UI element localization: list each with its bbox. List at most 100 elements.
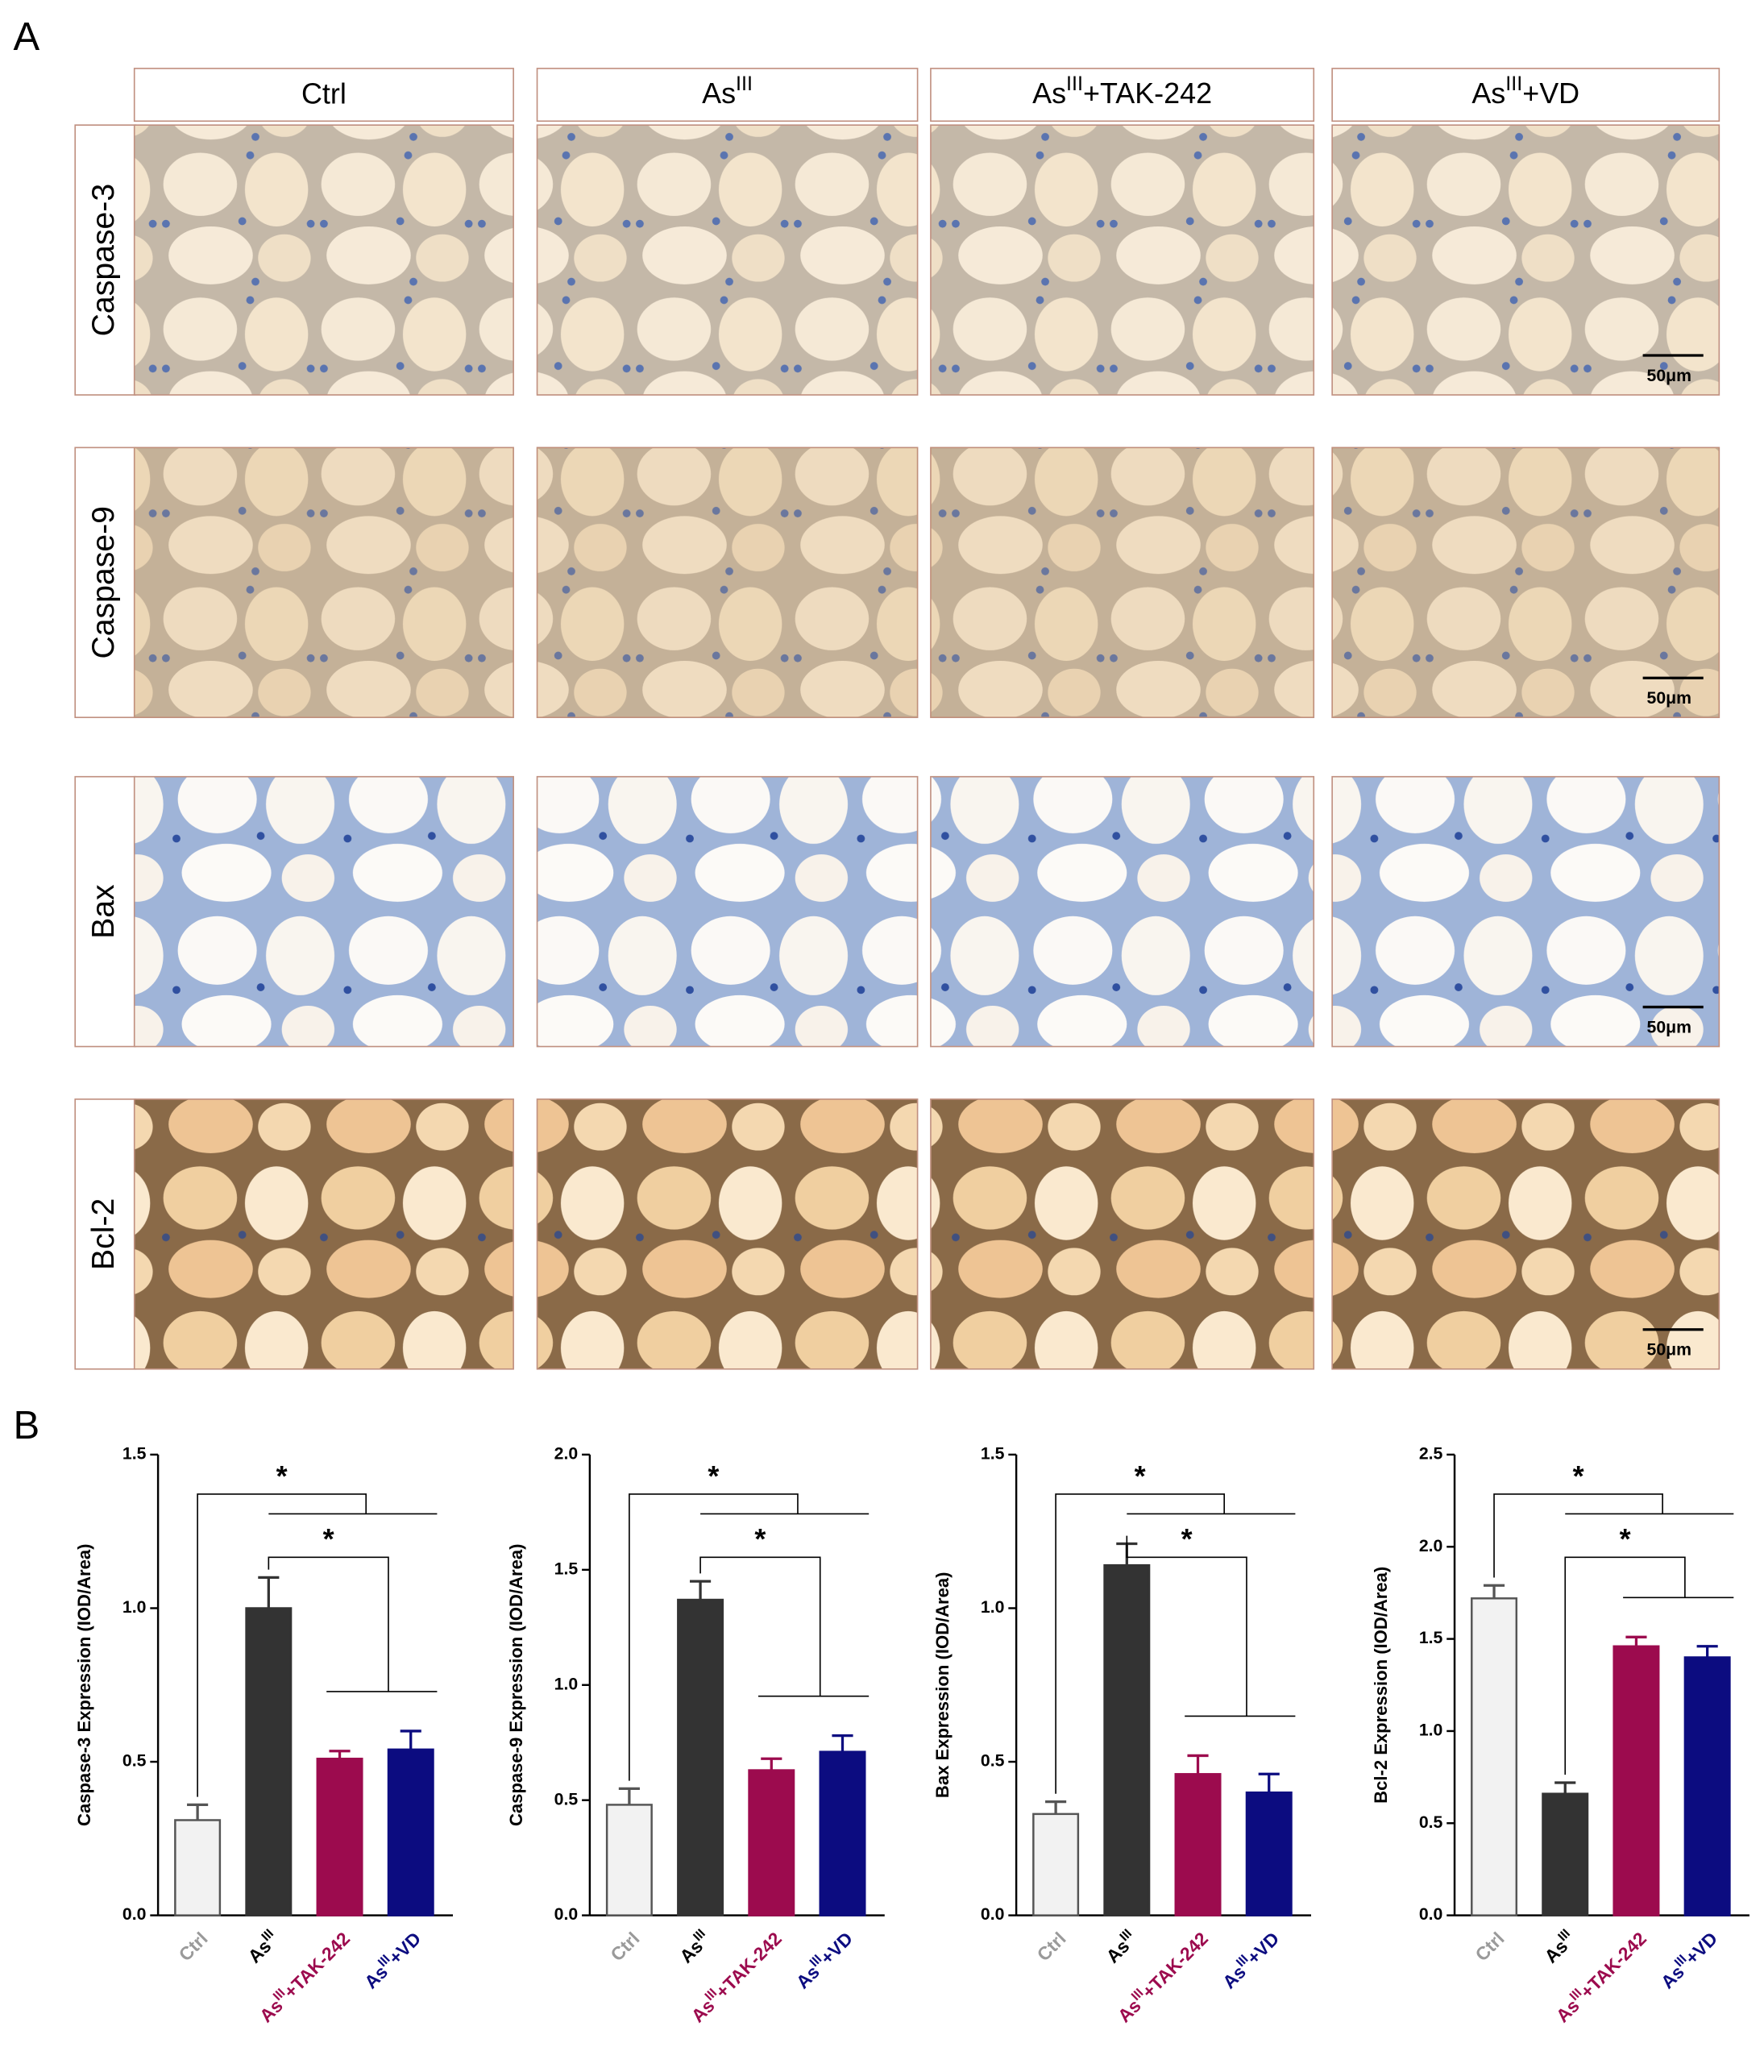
bar [174, 1819, 222, 1916]
bar [245, 1607, 293, 1916]
column-header-box [1331, 68, 1720, 122]
y-tick-label: 1.0 [981, 1598, 1005, 1617]
y-tick-label: 0.0 [1419, 1905, 1443, 1924]
error-bar [400, 1729, 421, 1750]
micrograph-tint [930, 447, 1314, 718]
y-tick-label: 2.0 [1419, 1537, 1443, 1555]
bracket [268, 1556, 438, 1692]
y-tick-label: 0.5 [981, 1752, 1005, 1771]
micrograph-tint [1332, 447, 1720, 718]
row-label-box [74, 446, 137, 719]
bracket [1493, 1493, 1734, 1578]
y-tick-label: 1.5 [122, 1445, 147, 1464]
row-label-box [74, 1098, 137, 1370]
y-tick-label: 0.5 [1419, 1813, 1443, 1832]
x-tick-label: AsIII+VD [1655, 1927, 1721, 1993]
bracket [197, 1493, 438, 1797]
significance-star: * [1135, 1460, 1146, 1493]
error-bar [258, 1576, 280, 1609]
x-tick-label: Ctrl [1032, 1928, 1069, 1965]
y-tick-label: 1.0 [122, 1598, 147, 1617]
bar [1174, 1773, 1222, 1916]
x-tick-label: Ctrl [174, 1928, 211, 1965]
bar [605, 1804, 653, 1916]
significance-star: * [708, 1460, 719, 1493]
column-header: AsIII+VD [1471, 73, 1579, 110]
bar [1032, 1812, 1080, 1916]
y-tick-label: 0.0 [122, 1905, 147, 1924]
column-header: Ctrl [301, 77, 347, 110]
y-tick-label: 1.0 [1419, 1721, 1443, 1740]
micrograph [536, 1098, 919, 1370]
row-label: Bcl-2 [86, 1198, 121, 1270]
column-header: AsIII [702, 73, 753, 110]
bar [1542, 1792, 1589, 1916]
panel-a: Ctrl AsIII AsIII+TAK-242 AsIII+VD Caspase-3 5… [74, 68, 1720, 1370]
row-label: Caspase-3 [86, 184, 121, 337]
micrograph [536, 775, 919, 1048]
y-tick-label: 2.0 [554, 1445, 578, 1464]
y-axis-title: Bax Expression (IOD/Area) [932, 1572, 953, 1798]
bar [1683, 1656, 1731, 1916]
y-tick-label: 2.5 [1419, 1445, 1443, 1464]
micrograph [536, 446, 919, 719]
error-bar [1696, 1645, 1718, 1658]
error-bar [1554, 1781, 1576, 1794]
micrograph [133, 775, 514, 1048]
micrograph [133, 1098, 514, 1370]
scale-bar-label: 50μm [1647, 689, 1691, 708]
bracket [1564, 1556, 1734, 1775]
column-header-box [133, 68, 514, 122]
bar [1103, 1563, 1151, 1916]
bracket [1055, 1493, 1296, 1794]
bar [819, 1750, 866, 1916]
x-tick-label: AsIII+VD [359, 1927, 425, 1993]
bar [1613, 1645, 1660, 1916]
micrograph [930, 446, 1315, 719]
row-label-box [74, 775, 137, 1048]
micrograph-tint [134, 447, 514, 718]
panel-b: 0.0 0.5 1.0 1.5 Caspase-3 Expression (IOD/Ar… [74, 1445, 1749, 2026]
bracket [629, 1493, 870, 1781]
error-bar [1483, 1584, 1505, 1599]
x-tick-label: AsIII+VD [1217, 1927, 1283, 1993]
y-tick-label: 0.5 [122, 1752, 147, 1771]
micrograph [1331, 446, 1720, 719]
column-header-box [536, 68, 919, 122]
y-tick-label: 1.5 [1419, 1629, 1443, 1647]
bar [677, 1598, 724, 1916]
bracket [1126, 1535, 1296, 1717]
column-header-box [930, 68, 1315, 122]
bar [316, 1758, 363, 1916]
y-tick-label: 0.5 [554, 1790, 579, 1808]
y-tick-label: 0.0 [554, 1905, 578, 1924]
x-tick-label: AsIII [1539, 1927, 1579, 1967]
significance-star: * [323, 1522, 334, 1555]
micrograph-tint [537, 447, 918, 718]
column-header: AsIII+TAK-242 [1032, 73, 1212, 110]
micrograph [133, 124, 514, 396]
micrograph [1331, 124, 1720, 396]
y-tick-label: 1.5 [981, 1445, 1005, 1464]
error-bar [187, 1803, 209, 1821]
x-tick-label: AsIII [674, 1927, 715, 1967]
row-label-box [74, 124, 137, 396]
bar [1471, 1597, 1518, 1916]
micrograph [930, 1098, 1315, 1370]
y-tick-label: 1.0 [554, 1675, 578, 1693]
micrograph [930, 124, 1315, 396]
error-bar [1258, 1772, 1280, 1793]
micrograph [1331, 775, 1720, 1048]
x-tick-label: AsIII+VD [791, 1927, 857, 1993]
micrograph [1331, 1098, 1720, 1370]
significance-star: * [754, 1522, 766, 1555]
scale-bar-label: 50μm [1647, 1340, 1691, 1359]
y-axis-title: Caspase-9 Expression (IOD/Area) [506, 1544, 526, 1826]
x-tick-label: AsIII [1101, 1927, 1141, 1967]
error-bar [1045, 1800, 1067, 1814]
significance-star: * [1573, 1460, 1584, 1493]
micrograph [536, 124, 919, 396]
micrograph [133, 446, 514, 719]
error-bar [618, 1787, 640, 1805]
